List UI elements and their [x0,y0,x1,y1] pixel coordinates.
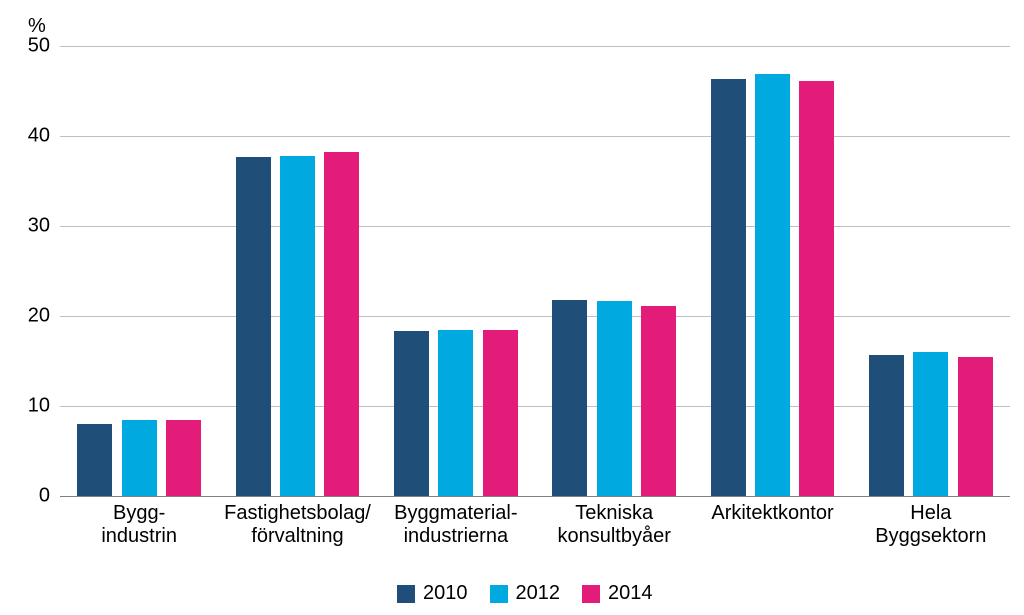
x-axis-labels: Bygg-industrinFastighetsbolag/förvaltnin… [60,502,1010,562]
x-label-line: industrin [101,525,177,547]
x-axis-category-label: Arkitektkontor [693,502,851,525]
legend-label: 2014 [608,582,653,605]
y-tick-label: 40 [0,125,50,148]
bar [552,300,587,496]
x-axis-category-label: Fastighetsbolag/förvaltning [218,502,376,548]
bar [711,79,746,496]
legend-item: 2014 [582,582,653,605]
x-axis-category-label: Tekniskakonsultbyåer [535,502,693,548]
bar [122,420,157,496]
x-axis-category-label: Bygg-industrin [60,502,218,548]
x-label-line: Hela [910,502,951,524]
y-tick-label: 0 [0,485,50,508]
legend: 2010 2012 2014 [397,582,653,605]
bar [166,420,201,497]
bar [236,157,271,496]
x-label-line: Arkitektkontor [711,502,833,524]
bar-group [60,46,218,496]
x-label-line: industrierna [404,525,509,547]
bar-group [218,46,376,496]
x-axis-line [60,496,1010,497]
bar [597,301,632,496]
bar [438,330,473,497]
x-label-line: Tekniska [575,502,653,524]
legend-swatch [397,585,415,603]
bar [958,357,993,496]
bar-group [693,46,851,496]
bar [77,424,112,496]
legend-label: 2010 [423,582,468,605]
legend-item: 2012 [490,582,561,605]
y-tick-label: 30 [0,215,50,238]
x-label-line: Byggmaterial- [394,502,517,524]
y-tick-label: 50 [0,35,50,58]
plot-area [60,46,1010,496]
bar-group [535,46,693,496]
x-label-line: förvaltning [251,525,343,547]
bar [280,156,315,496]
bar [641,306,676,496]
bar [324,152,359,496]
bar-group [377,46,535,496]
bar-group [852,46,1010,496]
legend-item: 2010 [397,582,468,605]
x-axis-category-label: Byggmaterial-industrierna [377,502,535,548]
bar [483,330,518,496]
legend-swatch [582,585,600,603]
bar [755,74,790,496]
bar [869,355,904,496]
x-axis-category-label: HelaByggsektorn [852,502,1010,548]
legend-swatch [490,585,508,603]
bar [394,331,429,496]
y-tick-label: 20 [0,305,50,328]
bar [799,81,834,496]
x-label-line: Bygg- [113,502,165,524]
x-label-line: Byggsektorn [875,525,986,547]
y-tick-label: 10 [0,395,50,418]
x-label-line: konsultbyåer [557,525,670,547]
x-label-line: Fastighetsbolag/ [224,502,371,524]
chart-container: % 01020304050 Bygg-industrinFastighetsbo… [0,0,1024,615]
legend-label: 2012 [516,582,561,605]
bar [913,352,948,496]
